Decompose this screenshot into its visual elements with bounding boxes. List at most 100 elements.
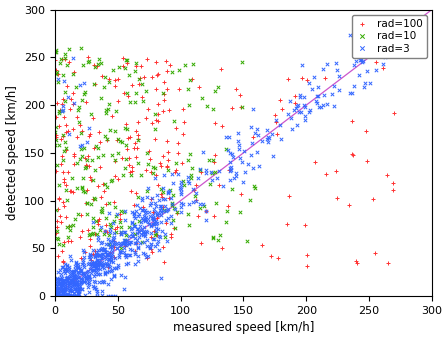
rad=10 [188, 172, 195, 177]
rad=3 [125, 252, 133, 258]
rad=3 [131, 211, 138, 217]
rad=3 [135, 211, 142, 217]
rad=3 [71, 280, 78, 286]
rad=3 [68, 271, 75, 276]
rad=3 [80, 272, 87, 277]
rad=100 [151, 136, 159, 142]
rad=3 [157, 275, 164, 281]
rad=10 [168, 203, 175, 208]
rad=10 [62, 145, 69, 151]
rad=10 [52, 207, 60, 213]
rad=100 [174, 210, 181, 216]
rad=3 [90, 260, 98, 266]
rad=100 [160, 79, 167, 84]
rad=3 [68, 282, 75, 287]
rad=100 [64, 239, 71, 244]
rad=10 [160, 189, 167, 194]
rad=10 [211, 88, 218, 93]
rad=100 [334, 195, 341, 200]
rad=3 [91, 260, 98, 265]
rad=3 [52, 293, 60, 299]
rad=3 [71, 293, 78, 299]
rad=3 [61, 261, 69, 267]
rad=3 [297, 92, 304, 98]
Y-axis label: detected speed [km/h]: detected speed [km/h] [5, 85, 18, 220]
rad=3 [302, 114, 309, 119]
rad=3 [193, 190, 200, 196]
rad=3 [81, 250, 88, 255]
rad=3 [134, 226, 141, 232]
rad=10 [138, 172, 145, 178]
rad=3 [135, 244, 142, 249]
rad=3 [101, 247, 108, 253]
rad=100 [362, 128, 370, 133]
rad=3 [122, 253, 129, 258]
rad=100 [369, 196, 376, 202]
rad=3 [60, 277, 67, 283]
rad=3 [67, 257, 74, 263]
rad=3 [71, 293, 78, 299]
rad=10 [55, 79, 62, 85]
rad=3 [84, 261, 91, 266]
rad=3 [145, 219, 152, 224]
rad=3 [135, 235, 142, 240]
rad=3 [60, 288, 67, 293]
rad=100 [126, 155, 133, 160]
rad=3 [56, 293, 63, 299]
rad=3 [102, 261, 109, 267]
rad=10 [84, 200, 91, 206]
rad=3 [140, 240, 147, 245]
rad=100 [391, 110, 398, 116]
rad=3 [58, 293, 65, 299]
rad=3 [53, 293, 60, 299]
rad=3 [98, 289, 105, 294]
rad=3 [89, 261, 96, 267]
rad=100 [56, 195, 63, 201]
rad=3 [56, 276, 64, 282]
rad=100 [116, 230, 124, 235]
rad=3 [59, 287, 66, 293]
rad=3 [144, 237, 151, 243]
rad=3 [87, 262, 94, 267]
rad=10 [85, 232, 92, 237]
rad=3 [106, 250, 113, 255]
rad=100 [58, 102, 65, 107]
rad=3 [52, 293, 59, 299]
rad=10 [186, 151, 194, 156]
rad=10 [54, 69, 61, 74]
rad=10 [52, 142, 59, 148]
rad=10 [77, 156, 84, 162]
rad=10 [187, 176, 194, 181]
rad=3 [80, 80, 87, 85]
rad=100 [166, 62, 173, 68]
rad=3 [132, 208, 139, 214]
rad=100 [69, 189, 77, 194]
rad=10 [84, 59, 91, 64]
rad=10 [87, 111, 95, 117]
rad=3 [127, 246, 134, 252]
rad=10 [208, 170, 215, 175]
rad=3 [142, 214, 149, 219]
rad=100 [172, 168, 179, 173]
rad=100 [128, 165, 135, 170]
rad=3 [105, 211, 112, 216]
rad=3 [363, 68, 370, 74]
rad=100 [71, 151, 78, 156]
rad=3 [71, 100, 78, 105]
rad=3 [155, 197, 163, 203]
rad=3 [146, 209, 153, 215]
rad=3 [140, 224, 147, 229]
rad=3 [121, 245, 128, 251]
rad=100 [159, 194, 166, 199]
rad=3 [105, 261, 112, 266]
rad=3 [358, 57, 365, 63]
rad=100 [147, 169, 154, 174]
rad=3 [64, 262, 71, 268]
rad=3 [92, 263, 99, 269]
rad=3 [58, 290, 65, 296]
rad=3 [117, 272, 124, 277]
rad=3 [170, 180, 177, 186]
rad=3 [149, 222, 156, 227]
rad=3 [73, 279, 80, 284]
rad=3 [60, 283, 67, 288]
